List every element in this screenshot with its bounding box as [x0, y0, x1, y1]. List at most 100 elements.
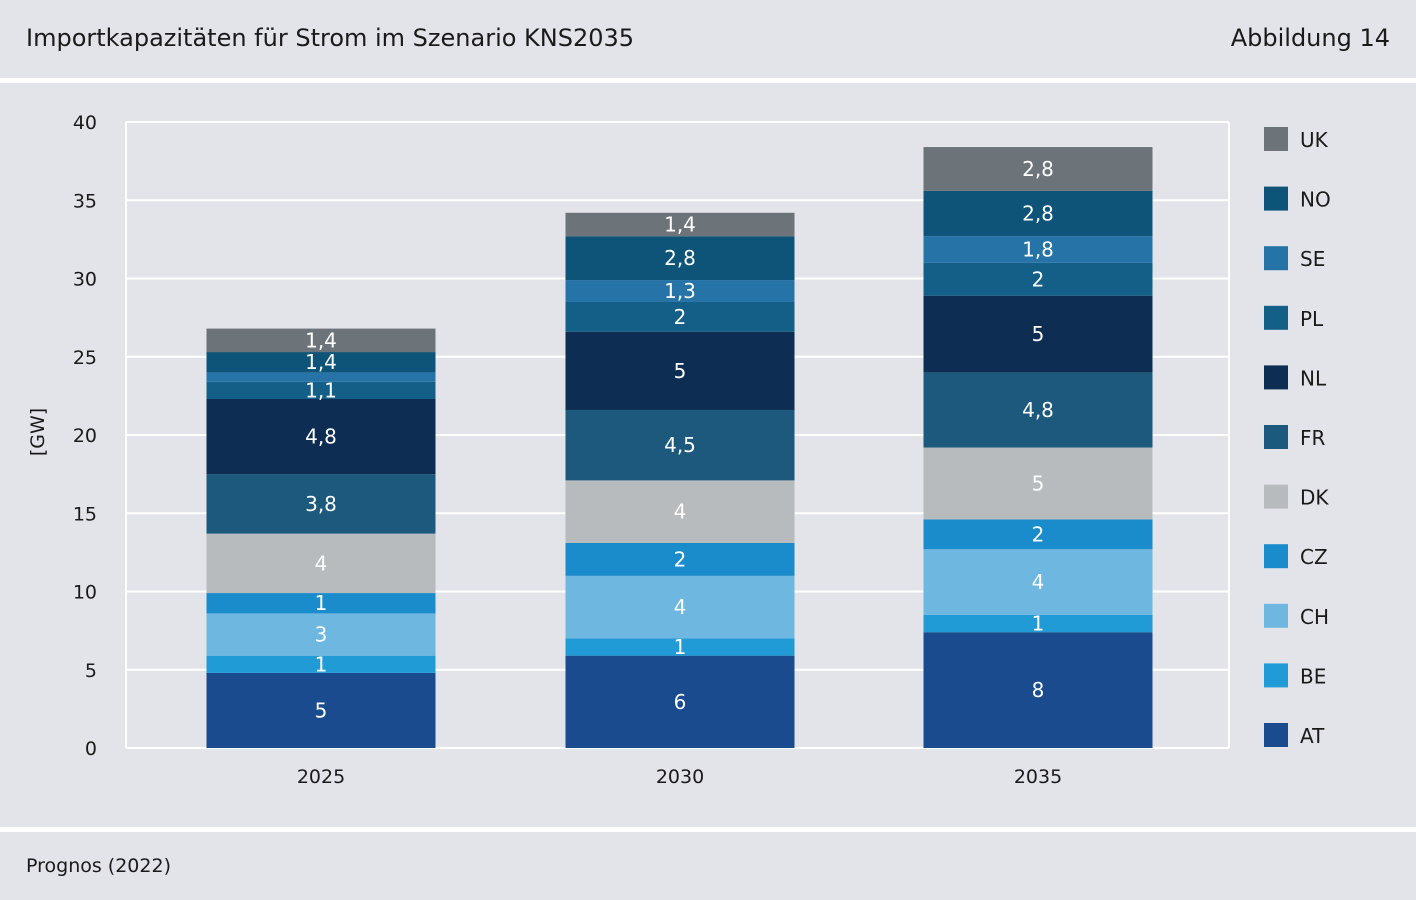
data-label-PL-2025: 1,1 — [305, 378, 337, 402]
bar-segment-CZ-2025 — [206, 593, 436, 614]
legend-label: FR — [1300, 426, 1326, 450]
legend-swatch — [1264, 723, 1288, 747]
bar-segment-PL-2035 — [923, 262, 1153, 296]
data-label-PL-2035: 2 — [1032, 267, 1045, 291]
bar-segment-NO-2025 — [206, 352, 436, 373]
data-label-BE-2025: 1 — [315, 652, 328, 676]
header-divider — [0, 78, 1416, 83]
bar-segment-CH-2030 — [565, 575, 795, 639]
data-label-CZ-2025: 1 — [315, 591, 328, 615]
y-tick-label: 0 — [85, 738, 97, 760]
data-label-BE-2035: 1 — [1032, 612, 1045, 636]
bar-segment-NL-2030 — [565, 331, 795, 410]
data-label-FR-2035: 4,8 — [1022, 398, 1054, 422]
data-label-SE-2035: 1,8 — [1022, 238, 1054, 262]
legend-swatch — [1264, 663, 1288, 688]
legend-label: NO — [1300, 188, 1331, 212]
bar-segment-SE-2035 — [923, 236, 1153, 263]
legend-swatch — [1264, 186, 1288, 211]
legend-item-NL: NL — [1264, 365, 1327, 390]
bar-segment-BE-2035 — [923, 614, 1153, 633]
y-tick-label: 35 — [73, 190, 97, 212]
bar-segment-DK-2035 — [923, 447, 1153, 520]
footer-divider — [0, 827, 1416, 832]
bar-segment-NL-2025 — [206, 399, 436, 475]
data-label-CH-2030: 4 — [674, 595, 687, 619]
data-label-DK-2030: 4 — [674, 500, 687, 524]
bar-segment-BE-2025 — [206, 655, 436, 673]
data-label-DK-2035: 5 — [1032, 472, 1045, 496]
legend-label: UK — [1300, 128, 1329, 152]
bar-segment-NO-2035 — [923, 190, 1153, 237]
chart-header: Importkapazitäten für Strom im Szenario … — [0, 0, 1416, 78]
legend-label: CH — [1300, 605, 1329, 629]
bar-segment-UK-2025 — [206, 328, 436, 353]
data-label-NL-2035: 5 — [1032, 322, 1045, 346]
data-label-CH-2035: 4 — [1032, 570, 1045, 594]
bar-segment-DK-2030 — [565, 480, 795, 543]
bar-segment-NO-2030 — [565, 236, 795, 281]
data-label-NL-2025: 4,8 — [305, 425, 337, 449]
legend-swatch — [1264, 127, 1288, 151]
data-label-CH-2025: 3 — [315, 623, 328, 647]
data-label-AT-2030: 6 — [674, 690, 687, 714]
bar-stack-2035: 8 1 4 2 5 4,8 5 2 1,8 2,8 2,8 — [923, 147, 1153, 748]
legend-item-CZ: CZ — [1264, 544, 1328, 569]
data-label-NL-2030: 5 — [674, 359, 687, 383]
x-tick-label: 2030 — [656, 766, 704, 788]
legend-swatch — [1264, 544, 1288, 569]
bar-stack-2025: 5 1 3 1 4 3,8 4,8 1,1 1,41,4 — [206, 328, 436, 748]
bar-segment-PL-2030 — [565, 301, 795, 332]
x-tick-label: 2025 — [297, 766, 345, 788]
source-note: Prognos (2022) — [26, 855, 171, 877]
data-label-NO-2025: 1,4 — [305, 350, 337, 374]
legend-swatch — [1264, 246, 1288, 271]
data-label-AT-2025: 5 — [315, 698, 328, 722]
data-label-FR-2030: 4,5 — [664, 433, 696, 457]
legend-item-DK: DK — [1264, 484, 1329, 510]
legend-swatch — [1264, 305, 1288, 330]
legend-label: CZ — [1300, 545, 1328, 569]
bar-segment-FR-2035 — [923, 372, 1153, 448]
legend: UK NO SE PL NL FR DK CZ CH BE AT — [1264, 127, 1331, 748]
y-axis-ticks: 0 5 10 15 20 25 30 35 40 — [73, 112, 97, 760]
legend-swatch — [1264, 425, 1288, 449]
bar-segment-AT-2025 — [206, 672, 436, 748]
data-label-PL-2030: 2 — [674, 305, 687, 329]
bar-segment-FR-2025 — [206, 474, 436, 534]
y-tick-label: 40 — [73, 112, 97, 134]
data-label-UK-2035: 2,8 — [1022, 157, 1054, 181]
bar-segment-AT-2030 — [565, 655, 795, 748]
bar-segment-UK-2030 — [565, 212, 795, 237]
data-label-DK-2025: 4 — [315, 551, 328, 575]
data-label-UK-2025: 1,4 — [305, 328, 337, 352]
data-label-FR-2025: 3,8 — [305, 492, 337, 516]
legend-item-AT: AT — [1264, 723, 1325, 748]
legend-swatch — [1264, 365, 1288, 390]
y-tick-label: 25 — [73, 347, 97, 369]
data-label-NO-2035: 2,8 — [1022, 202, 1054, 226]
data-label-SE-2030: 1,3 — [664, 279, 696, 303]
legend-item-PL: PL — [1264, 305, 1324, 331]
legend-label: BE — [1300, 664, 1326, 688]
legend-label: SE — [1300, 247, 1325, 271]
figure-label: Abbildung 14 — [1230, 24, 1390, 52]
y-tick-label: 20 — [73, 425, 97, 447]
data-label-UK-2030: 1,4 — [664, 213, 696, 237]
x-tick-label: 2035 — [1014, 766, 1062, 788]
bar-segment-CH-2025 — [206, 613, 436, 656]
legend-label: DK — [1300, 486, 1329, 510]
legend-item-CH: CH — [1264, 603, 1329, 629]
bar-segment-UK-2035 — [923, 147, 1153, 191]
legend-item-FR: FR — [1264, 425, 1326, 450]
bar-stacks: 513143,84,81,11,41,4614244,5521,32,81,48… — [206, 147, 1153, 748]
data-label-BE-2030: 1 — [674, 635, 687, 659]
data-label-CZ-2030: 2 — [674, 547, 687, 571]
legend-swatch — [1264, 484, 1288, 509]
bar-segment-CH-2035 — [923, 549, 1153, 615]
bar-segment-DK-2025 — [206, 533, 436, 594]
bar-segment-NL-2035 — [923, 295, 1153, 373]
bar-segment-CZ-2035 — [923, 519, 1153, 550]
